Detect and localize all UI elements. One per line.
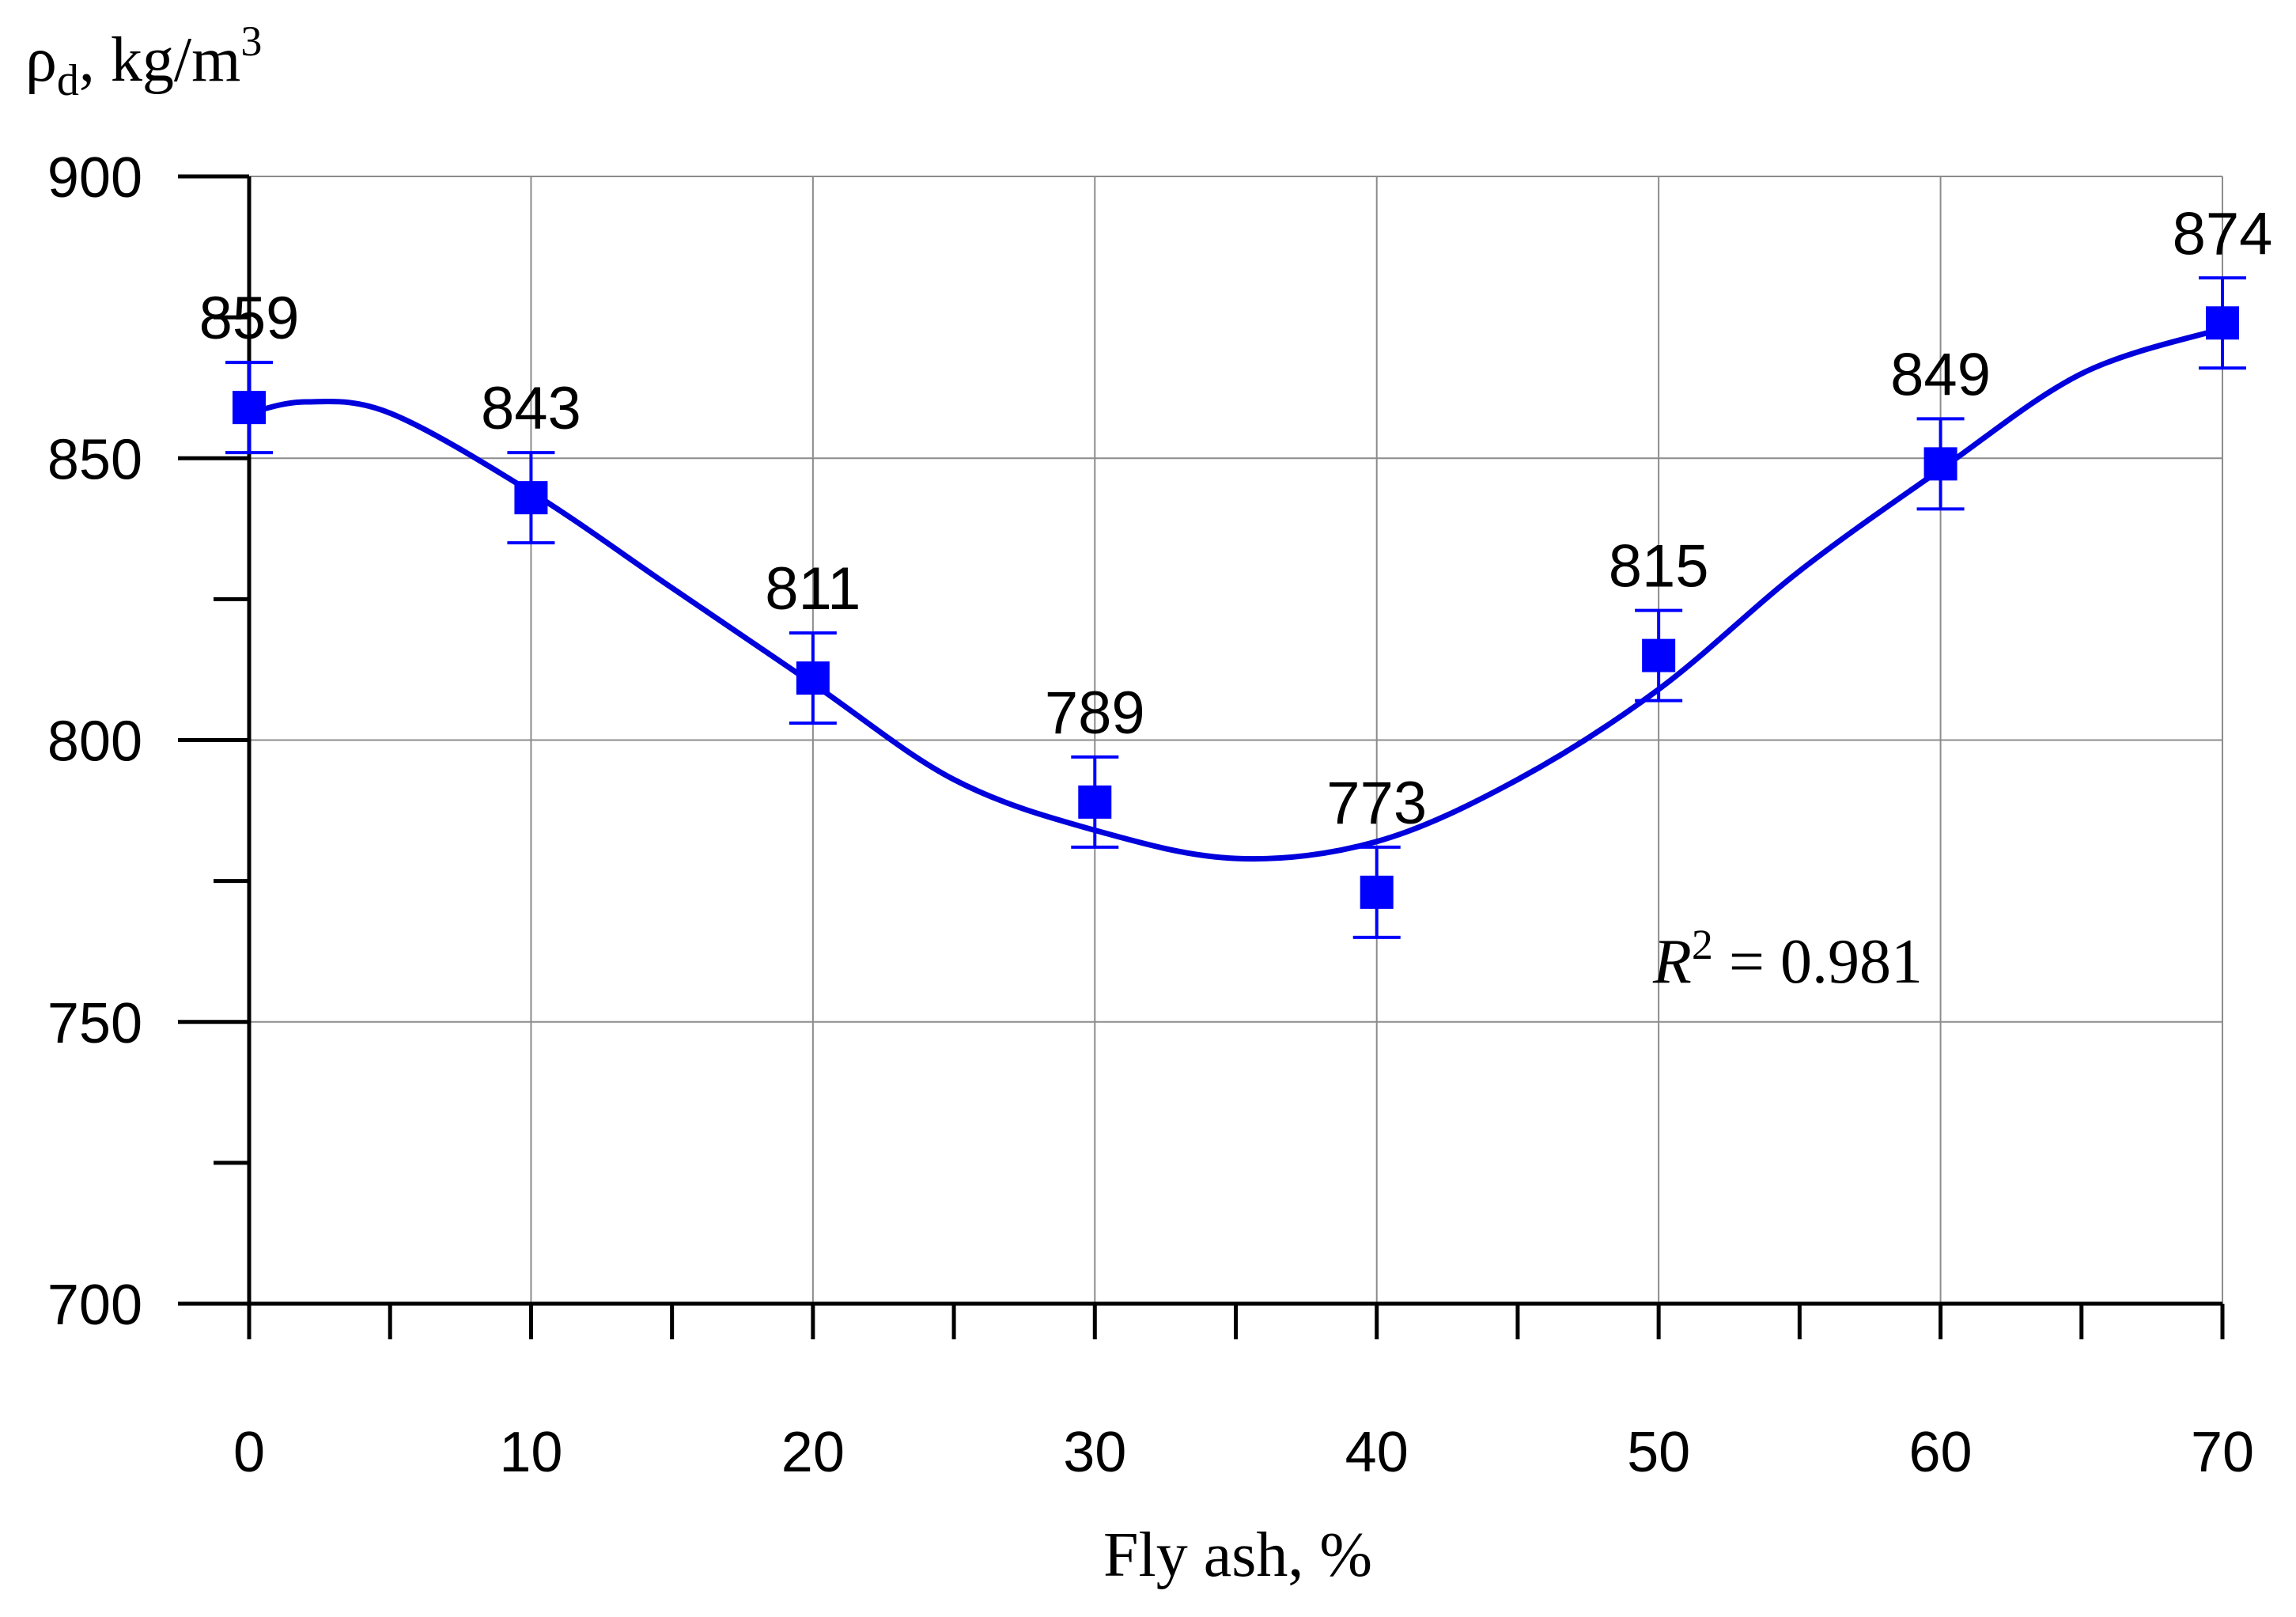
y-tick-label: 900 [47,146,142,210]
x-tick-label: 40 [1345,1421,1409,1484]
y-axis-title: ρd, kg/m3 [25,17,262,105]
data-label: 815 [1609,533,1709,600]
y-axis-unit-superscript: 3 [240,17,262,65]
data-points: 859 843 811 789 773 815 849 874 [199,200,2273,939]
data-point-marker [1642,638,1676,672]
y-tick-label: 700 [47,1274,142,1337]
y-axis-symbol: ρ [25,25,57,95]
data-point-marker [1923,447,1957,481]
data-label: 843 [481,375,581,442]
r-value: = 0.981 [1713,927,1923,997]
x-ticks: 0 10 20 30 40 50 60 70 [233,1304,2254,1484]
x-tick-label: 20 [781,1421,845,1484]
data-label: 811 [765,555,861,623]
data-point-marker [1078,785,1112,819]
data-point-marker [233,391,266,425]
x-axis-title: Fly ash, % [1103,1520,1372,1590]
y-tick-label: 800 [47,710,142,774]
data-label: 874 [2173,200,2273,267]
x-tick-label: 60 [1909,1421,1973,1484]
y-axis-subscript: d [57,56,79,105]
x-tick-label: 30 [1063,1421,1126,1484]
y-tick-label: 750 [47,992,142,1055]
x-tick-label: 70 [2191,1421,2254,1484]
x-tick-label: 50 [1627,1421,1690,1484]
r-squared-annotation: R2 = 0.981 [1652,921,1923,997]
data-point-marker [514,481,548,515]
r-superscript: 2 [1692,921,1713,968]
data-point-marker [1360,875,1394,909]
y-ticks: 700 750 800 850 900 [47,146,249,1337]
data-point-marker [2206,306,2239,340]
data-label: 789 [1045,680,1145,747]
x-tick-label: 0 [233,1421,265,1484]
y-tick-label: 850 [47,428,142,491]
data-label: 859 [199,285,300,352]
data-label: 773 [1326,770,1427,837]
r-symbol: R [1652,927,1692,997]
y-axis-unit: kg/m [111,25,240,95]
grid [249,176,2223,1304]
x-tick-label: 10 [499,1421,562,1484]
data-point-marker [796,661,830,695]
data-label: 849 [1890,341,1991,408]
